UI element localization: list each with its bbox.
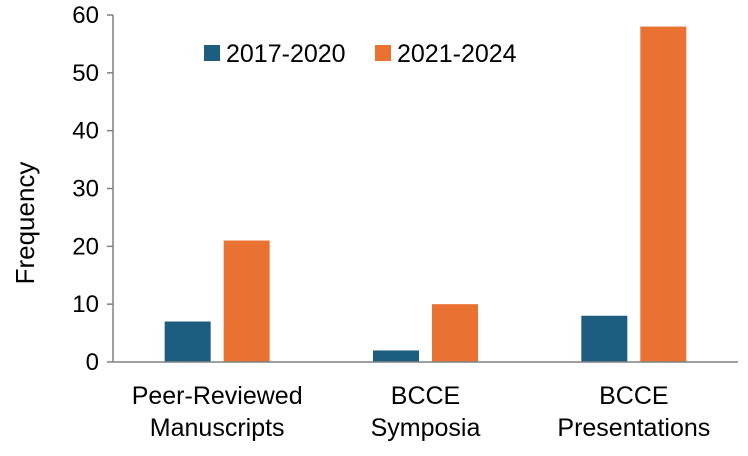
legend-swatch <box>375 45 391 61</box>
y-axis-ticks: 0 10 20 30 40 50 60 <box>72 2 113 376</box>
legend-swatch <box>204 45 220 61</box>
y-tick-label: 50 <box>72 60 99 87</box>
x-axis-labels: Peer-Reviewed Manuscripts BCCE Symposia BCCE… <box>132 382 711 442</box>
x-category-label: Presentations <box>557 414 710 442</box>
y-tick-label: 30 <box>72 176 99 203</box>
bar-2017-2020-2 <box>581 315 628 362</box>
axes <box>112 15 738 363</box>
x-category-label: Peer-Reviewed <box>132 382 303 410</box>
legend: 2017-2020 2021-2024 <box>204 40 517 68</box>
x-category-label: Manuscripts <box>150 414 285 442</box>
bar-2021-2024-2 <box>640 26 687 363</box>
x-category-label: Symposia <box>371 414 481 442</box>
y-tick-label: 20 <box>72 233 99 260</box>
y-tick-label: 60 <box>72 2 99 29</box>
bar-2021-2024-1 <box>432 304 478 362</box>
bar-2021-2024-0 <box>223 240 270 362</box>
y-tick-label: 40 <box>72 118 99 145</box>
bar-2017-2020-0 <box>164 321 211 362</box>
legend-label: 2021-2024 <box>397 40 517 68</box>
y-axis-title: Frequency <box>10 162 40 285</box>
x-category-label: BCCE <box>599 382 668 410</box>
bars <box>164 26 687 363</box>
x-category-label: BCCE <box>391 382 460 410</box>
legend-label: 2017-2020 <box>226 40 346 68</box>
y-tick-label: 0 <box>86 349 99 376</box>
y-tick-label: 10 <box>72 291 99 318</box>
bar-2017-2020-1 <box>373 350 419 362</box>
